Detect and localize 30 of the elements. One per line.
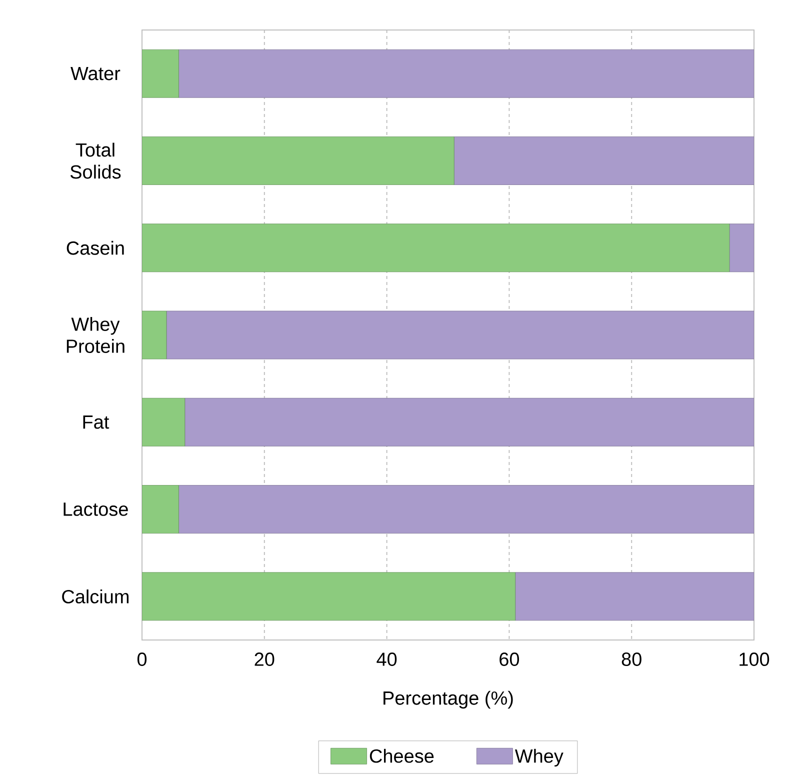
bar [166, 310, 754, 360]
x-tick-label: 20 [254, 652, 274, 666]
bar [178, 49, 754, 98]
x-tick-label: 40 [376, 652, 397, 666]
bar [729, 224, 754, 272]
bar [142, 136, 454, 185]
y-tick-label: Water [70, 66, 120, 80]
legend-label: Cheese [370, 748, 434, 763]
y-tick-label: Fat [83, 416, 110, 429]
bar [178, 485, 754, 534]
x-tick-label: 60 [500, 652, 520, 666]
bar [142, 49, 179, 98]
bar [142, 572, 516, 621]
x-tick-label: 80 [622, 652, 642, 666]
bar [142, 485, 179, 534]
bar [142, 310, 167, 360]
y-tick-label: Lactose [64, 502, 128, 516]
y-tick-label: Total Solids [70, 142, 121, 179]
y-tick-label: Casein [66, 240, 124, 255]
bar [454, 136, 754, 185]
bar [184, 398, 754, 446]
x-tick-label: 100 [740, 652, 770, 666]
x-tick-label: 0 [137, 652, 147, 666]
y-tick-label: Whey Protein [66, 317, 124, 353]
bar [515, 572, 754, 621]
x-axis-title: Percentage (%) [384, 690, 513, 709]
y-tick-label: Calcium [62, 589, 129, 604]
bar [142, 224, 730, 272]
legend-label: Whey [514, 748, 564, 767]
bar [142, 398, 186, 446]
